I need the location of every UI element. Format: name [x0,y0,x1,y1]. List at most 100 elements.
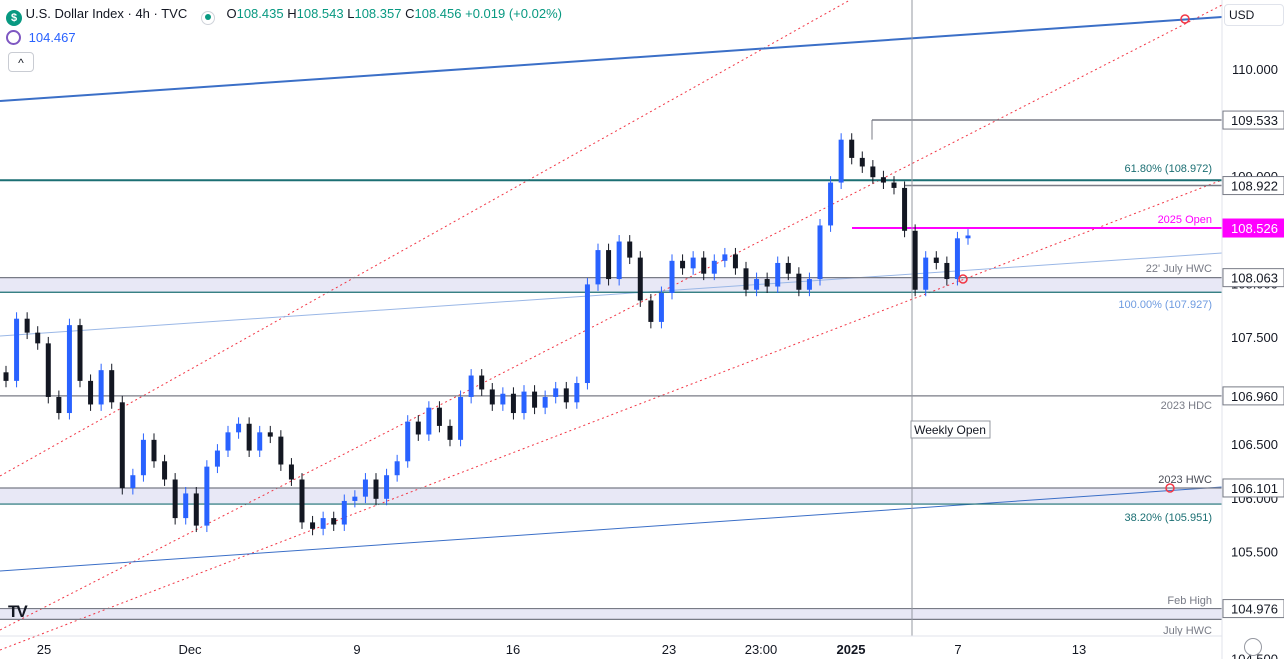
candle-body [204,466,210,526]
level-label: 2023 HWC [1158,474,1212,486]
candle-body [109,370,115,403]
candle-body [45,343,51,397]
level-label: Feb High [1167,595,1212,607]
candle-body [954,238,960,280]
candle-body [436,407,442,426]
price-tag [1222,478,1284,498]
indicator-icon[interactable] [6,30,21,45]
candle-body [838,139,844,183]
close-value: 108.456 [414,6,462,21]
candle-body [817,225,823,280]
candle-body [732,254,738,269]
candle-body [912,230,918,290]
candle-body [183,493,189,519]
candle-body [246,423,252,451]
candle-body [859,157,865,167]
candle-body [468,375,474,397]
level-label: 61.80% (108.972) [1125,163,1212,175]
candle-body [690,257,696,269]
candle-body [331,518,337,525]
market-status-icon [200,11,215,25]
candle-body [119,402,125,489]
candle-body [405,421,411,462]
candle-body [362,479,368,497]
channel-line [0,179,1223,651]
candle-body [352,496,358,501]
change-value: +0.019 (+0.02%) [465,6,562,21]
candle-body [574,383,580,403]
candle-body [669,260,675,293]
candle-body [796,273,802,290]
candle-body [288,464,294,480]
x-tick-label: 25 [37,642,51,657]
candle-body [151,439,157,462]
indicator-value: 104.467 [28,30,76,45]
candle-body [24,318,30,333]
low-value: 108.357 [354,6,402,21]
candle-body [426,407,432,435]
candle-body [14,318,20,381]
candle-body [680,260,686,269]
candle-body [479,375,485,390]
candle-body [532,391,538,408]
price-tag-label: 109.533 [1231,113,1278,128]
candle-body [225,432,231,451]
x-tick-label: Dec [178,642,202,657]
settings-gear-icon[interactable] [1244,638,1262,656]
candle-body [162,461,168,480]
price-tag-label: 106.101 [1231,481,1278,496]
price-tag-label: 104.976 [1231,602,1278,617]
candle-body [828,182,834,226]
candle-body [341,500,347,525]
trend-line-mid [0,252,1223,337]
candle-body [584,284,590,384]
candle-body [637,257,643,301]
zone-2023-hwc [0,487,1222,505]
candle-body [923,257,929,290]
symbol-title[interactable]: U.S. Dollar Index · 4h · TVC [25,6,188,21]
x-tick-label: 7 [954,642,961,657]
alert-marker-icon [1180,14,1190,24]
y-tick-label: 106.500 [1231,437,1278,452]
candle-body [701,257,707,274]
level-label: 2025 Open [1158,214,1212,226]
price-tag [1222,110,1284,130]
candle-body [394,461,400,476]
trend-line-upper [0,16,1223,102]
y-tick-label: 110.000 [1232,62,1278,77]
x-tick-label: 9 [353,642,360,657]
y-tick-label: 107.500 [1231,330,1278,345]
candle-body [415,421,421,435]
high-value: 108.543 [296,6,344,21]
candle-body [785,262,791,274]
level-label: 2023 HDC [1161,400,1212,412]
candle-body [130,475,136,489]
candle-body [595,250,601,285]
y-tick-label: 105.500 [1231,544,1278,559]
channel-line [0,0,851,477]
level-label: July HWC [1163,625,1212,637]
candle-body [658,292,664,322]
weekly-open-label: Weekly Open [914,423,986,437]
collapse-button[interactable]: ^ [8,52,34,72]
candle-body [743,268,749,290]
candle-body [606,250,612,280]
candle-body [648,300,654,322]
candle-body [553,388,559,397]
trend-line-lower [0,486,1223,572]
candle-body [77,325,83,381]
candle-body [563,388,569,403]
currency-selector[interactable]: USD [1224,4,1284,26]
chart-header: $ U.S. Dollar Index · 4h · TVC O108.435 … [6,6,562,26]
candle-body [627,241,633,258]
candle-body [542,396,548,408]
x-tick-label: 13 [1072,642,1086,657]
price-axis [1222,0,1284,659]
candle-body [66,325,72,414]
candle-body [891,182,897,188]
price-tag [1222,268,1284,288]
level-label: 100.00% (107.927) [1118,299,1212,311]
x-tick-label: 16 [506,642,520,657]
candle-body [489,389,495,405]
